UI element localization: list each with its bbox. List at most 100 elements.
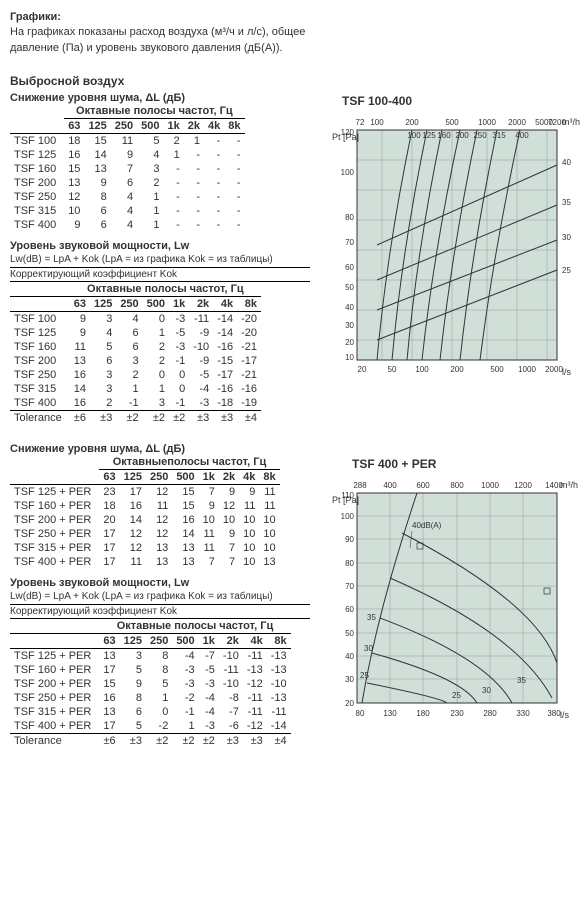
freq-col: 1k: [199, 470, 219, 485]
freq-col: 4k: [243, 634, 267, 649]
chart-1: 1020304050607080100120 72100200500100020…: [322, 110, 582, 390]
table-row: TSF 160 + PER1758-3-5-11-13-13: [10, 663, 291, 677]
cell: ±2: [199, 734, 219, 749]
tick-label: 80: [356, 709, 365, 718]
cell: ±6: [70, 411, 90, 426]
chart2-xtop-unit: m³/h: [560, 480, 578, 490]
table-row: TSF 25012841----: [10, 190, 245, 204]
cell: 12: [64, 190, 84, 204]
svg-text:30: 30: [364, 644, 373, 653]
cell: 9: [84, 176, 110, 190]
freq-col: 2k: [184, 119, 204, 134]
freq-col: 8k: [237, 297, 261, 312]
cell: -10: [219, 649, 243, 664]
cell: 3: [143, 396, 169, 411]
cell: 17: [99, 719, 119, 734]
table-row: TSF 125 + PER1338-4-7-10-11-13: [10, 649, 291, 664]
cell: -18: [213, 396, 237, 411]
cell: 0: [169, 382, 189, 396]
cell: ±2: [169, 411, 189, 426]
tick-label: 80: [345, 213, 354, 222]
cell: 16: [172, 513, 198, 527]
freq-col: 63: [99, 470, 119, 485]
freq-col: 8k: [267, 634, 291, 649]
table-row: TSF 200 + PER1595-3-3-10-12-10: [10, 677, 291, 691]
svg-text:35: 35: [367, 613, 376, 622]
cell: 17: [99, 527, 119, 541]
noise-red-title-2: Снижение уровня шума, ΔL (дБ): [10, 443, 576, 455]
cell: ±4: [237, 411, 261, 426]
cell: ±2: [116, 411, 142, 426]
tick-label: 400: [383, 481, 397, 490]
cell: -: [184, 204, 204, 218]
cell: ±3: [243, 734, 267, 749]
row-label: TSF 160 + PER: [10, 663, 99, 677]
cell: 13: [99, 705, 119, 719]
cell: -: [224, 218, 244, 232]
cell: 13: [84, 162, 110, 176]
table-4: Октавные полосы частот, Гц 631252505001k…: [10, 619, 291, 748]
tick-label: 30: [345, 321, 354, 330]
tick-label: 50: [345, 629, 354, 638]
table-row: TSF 1251614941---: [10, 148, 245, 162]
cell: 13: [70, 354, 90, 368]
cell: ±2: [143, 411, 169, 426]
cell: 11: [70, 340, 90, 354]
tick-label: 288: [353, 481, 367, 490]
cell: -14: [267, 719, 291, 734]
cell: 1: [137, 218, 163, 232]
table-3: Октавныеполосы частот, Гц 631252505001k2…: [10, 455, 280, 569]
cell: -4: [199, 691, 219, 705]
cell: 2: [143, 340, 169, 354]
row-label: TSF 200 + PER: [10, 513, 99, 527]
cell: -12: [243, 677, 267, 691]
table-row: TSF 16011562-3-10-16-21: [10, 340, 261, 354]
freq-col: 2k: [219, 470, 239, 485]
row-label: TSF 160 + PER: [10, 499, 99, 513]
cell: 11: [111, 134, 137, 149]
row-label: TSF 125 + PER: [10, 485, 99, 500]
freq-col: 63: [70, 297, 90, 312]
cell: -14: [213, 326, 237, 340]
cell: 6: [90, 354, 116, 368]
tick-label: 40: [562, 158, 571, 167]
cell: -10: [189, 340, 213, 354]
row-label: TSF 315: [10, 382, 70, 396]
cell: 12: [219, 499, 239, 513]
table-1: Октавные полосы частот, Гц 631252505001k…: [10, 104, 245, 232]
cell: -: [164, 176, 184, 190]
cell: 13: [172, 555, 198, 569]
row-label: Tolerance: [10, 734, 99, 749]
cell: 4: [111, 190, 137, 204]
cell: 15: [84, 134, 110, 149]
row-label: TSF 100: [10, 312, 70, 327]
cell: ±3: [90, 411, 116, 426]
row-label: TSF 200: [10, 354, 70, 368]
cell: -3: [199, 719, 219, 734]
freq-col: 125: [90, 297, 116, 312]
cell: 14: [84, 148, 110, 162]
tick-label: 600: [416, 481, 430, 490]
svg-text:35: 35: [517, 676, 526, 685]
cell: -: [204, 162, 224, 176]
cell: 13: [172, 541, 198, 555]
freq-col: 8k: [224, 119, 244, 134]
cell: -: [224, 190, 244, 204]
cell: -: [184, 176, 204, 190]
freq-col: 2k: [219, 634, 243, 649]
cell: ±3: [213, 411, 237, 426]
cell: 11: [120, 555, 146, 569]
tick-label: 250: [473, 131, 487, 140]
freq-col: 1k: [164, 119, 184, 134]
cell: 1: [164, 148, 184, 162]
intro-line2: давление (Па) и уровень звукового давлен…: [10, 42, 283, 54]
tick-label: 200: [455, 131, 469, 140]
chart1-xtop-unit: m³/h: [562, 117, 580, 127]
cell: 18: [99, 499, 119, 513]
freq-col: 125: [120, 470, 146, 485]
cell: 9: [219, 485, 239, 500]
cell: -16: [213, 340, 237, 354]
cell: -14: [213, 312, 237, 327]
tick-label: 200: [405, 118, 419, 127]
row-label: TSF 400 + PER: [10, 555, 99, 569]
